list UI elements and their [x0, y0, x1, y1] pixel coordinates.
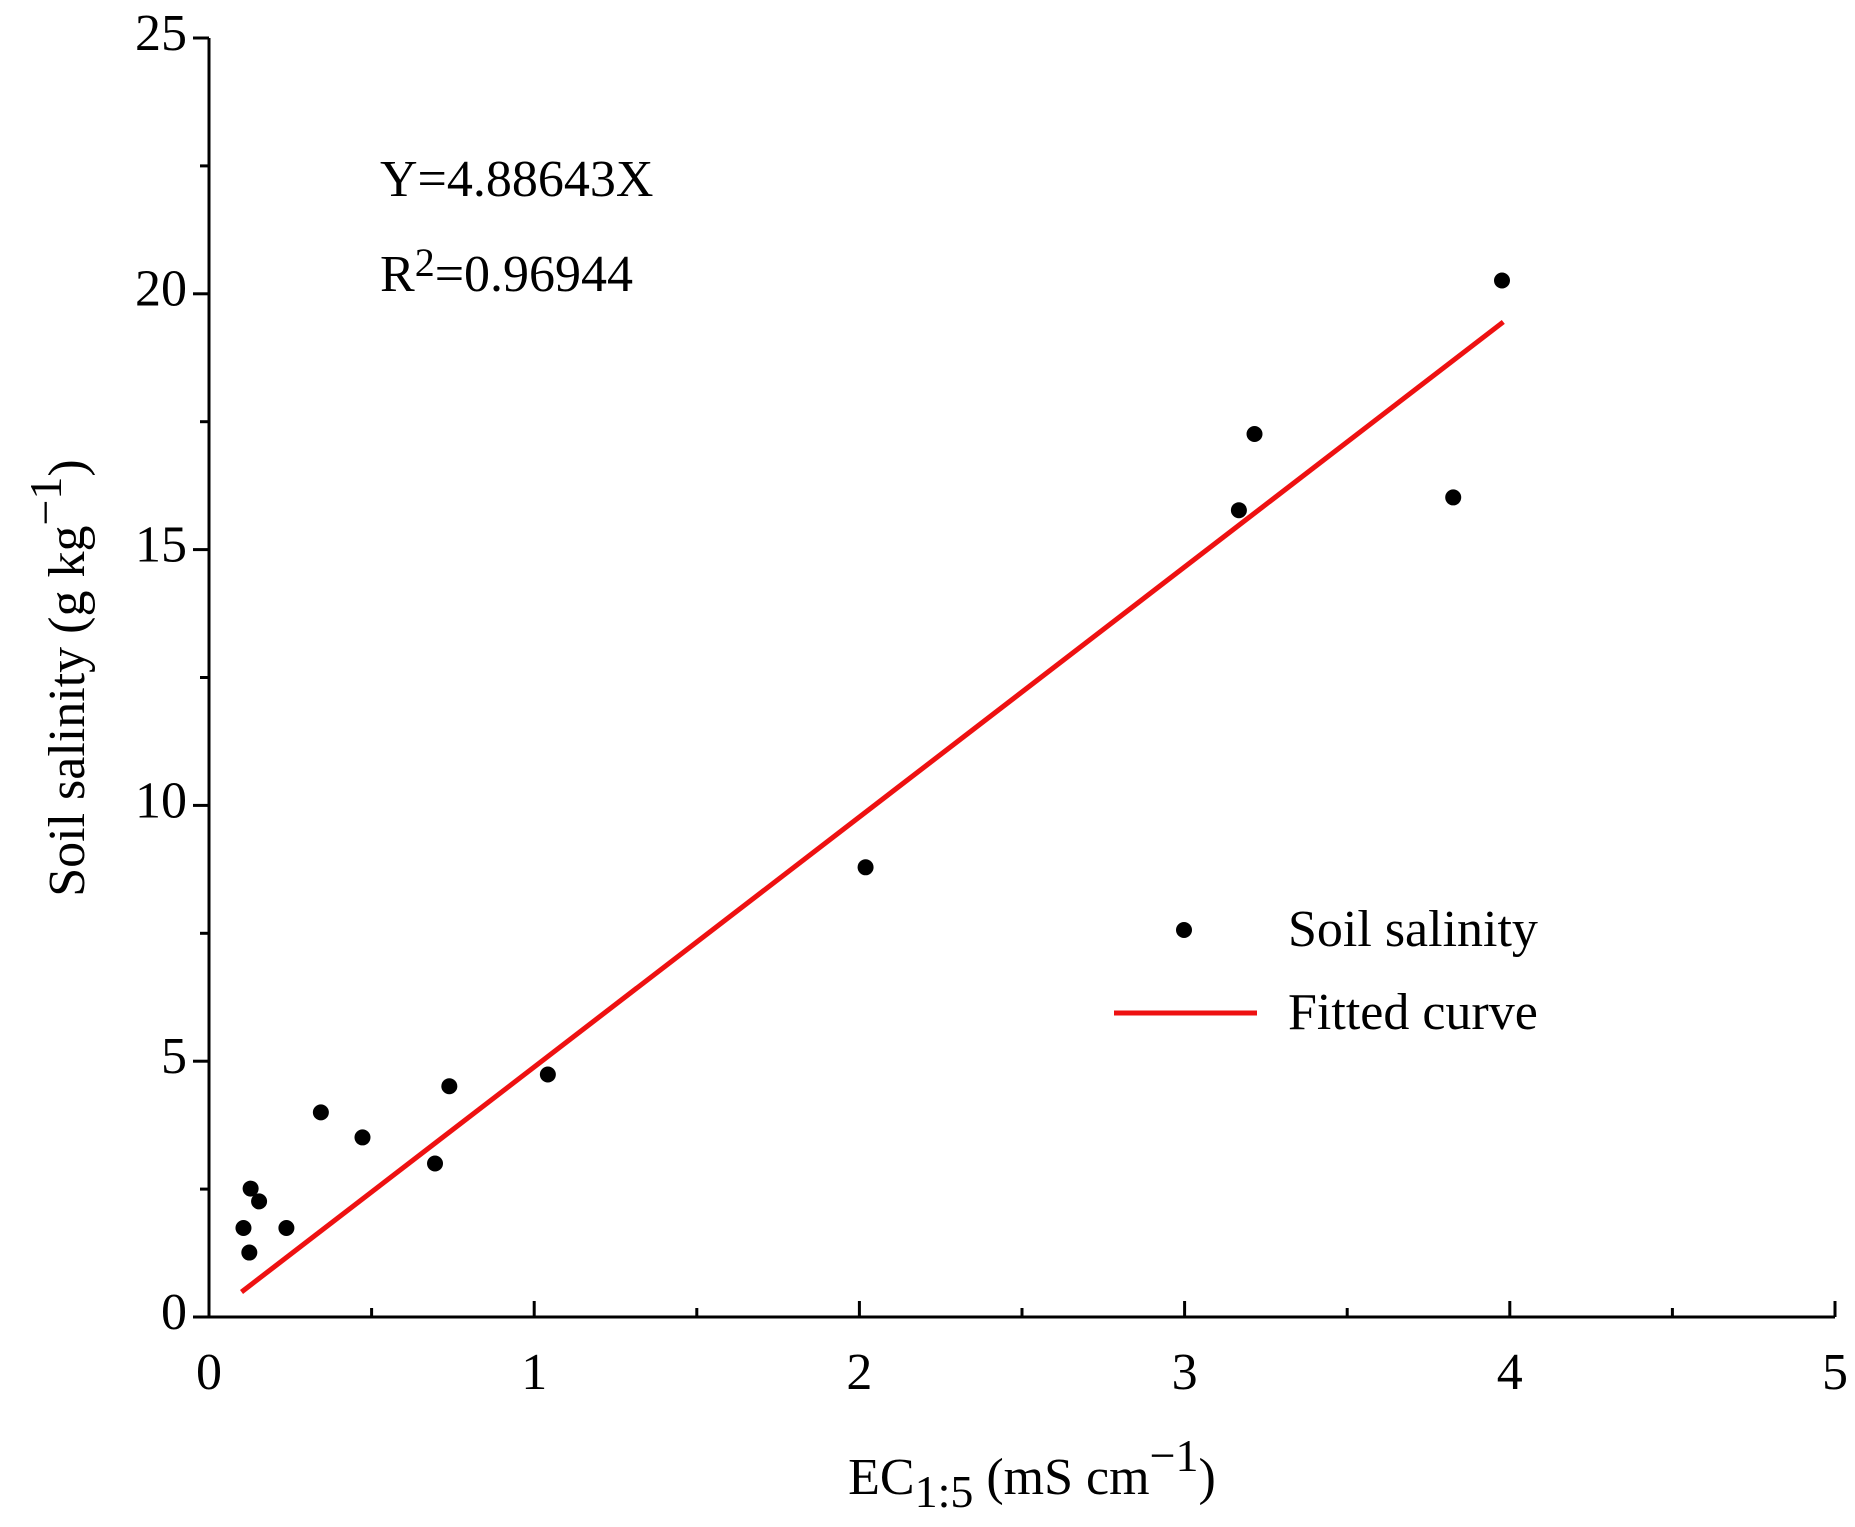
x-label-sub: 1:5	[915, 1466, 974, 1517]
point	[1230, 502, 1247, 519]
point	[242, 1180, 259, 1197]
point	[427, 1155, 444, 1172]
x-axis-label: EC1:5 (mS cm−1)	[848, 1430, 1216, 1517]
point	[857, 859, 874, 876]
y-tick-label: 15	[135, 517, 187, 574]
point	[441, 1078, 458, 1095]
x-tick-label: 4	[1497, 1344, 1523, 1401]
y-label-part: Soil salinity (g kg	[39, 526, 96, 897]
y-label-part: )	[39, 459, 96, 476]
x-tick-label: 3	[1172, 1344, 1198, 1401]
point	[1246, 425, 1263, 442]
y-label-sup: −1	[20, 477, 71, 526]
annotation-sup: 2	[415, 240, 435, 285]
point	[354, 1129, 371, 1146]
point	[235, 1219, 252, 1236]
point	[241, 1244, 258, 1261]
point	[312, 1104, 329, 1121]
legend-marker	[1176, 922, 1192, 938]
fit-line	[239, 319, 1505, 1294]
point	[251, 1193, 268, 1210]
point	[1493, 272, 1510, 289]
annotation: Y=4.88643X	[380, 151, 653, 208]
y-tick-label: 5	[161, 1028, 187, 1085]
x-label-sup: −1	[1150, 1430, 1199, 1481]
legend-label: Fitted curve	[1288, 984, 1538, 1041]
y-tick-label: 0	[161, 1284, 187, 1341]
point	[539, 1066, 556, 1083]
x-tick-label: 0	[196, 1344, 222, 1401]
x-tick-label: 1	[521, 1344, 547, 1401]
legend-label: Soil salinity	[1288, 901, 1538, 958]
point	[278, 1219, 295, 1236]
y-tick-label: 25	[135, 5, 187, 62]
y-axis-label: Soil salinity (g kg−1)	[20, 459, 96, 897]
x-label-part: (mS cm	[973, 1449, 1149, 1506]
x-label-part: EC	[848, 1449, 914, 1506]
annotation-part: =0.96944	[435, 246, 633, 303]
y-tick-label: 20	[135, 261, 187, 318]
y-tick-label: 10	[135, 772, 187, 829]
point	[1445, 489, 1462, 506]
x-label-part: )	[1199, 1449, 1216, 1506]
annotation: R2=0.96944	[380, 240, 633, 303]
x-tick-label: 5	[1822, 1344, 1848, 1401]
x-tick-label: 2	[846, 1344, 872, 1401]
annotation-part: R	[380, 246, 415, 303]
